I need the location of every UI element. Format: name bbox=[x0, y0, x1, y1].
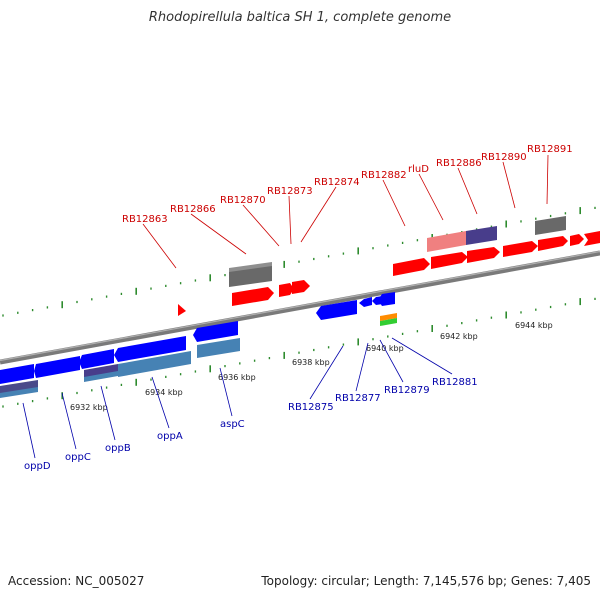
ruler-top bbox=[2, 206, 596, 317]
gene-rluD-arrow[interactable] bbox=[467, 247, 500, 263]
gene-RB12874-arrow[interactable] bbox=[393, 258, 430, 276]
top-labels: RB12863 RB12866 RB12870 RB12873 RB12874 … bbox=[122, 144, 573, 269]
gene-RB12881-arrow[interactable] bbox=[378, 292, 395, 306]
gene-label-RB12886[interactable]: RB12886 bbox=[436, 158, 482, 169]
gene-oppC-arrow[interactable] bbox=[34, 356, 80, 378]
gene-label-RB12866[interactable]: RB12866 bbox=[170, 204, 216, 215]
forward-features bbox=[229, 216, 566, 287]
gene-label-RB12890[interactable]: RB12890 bbox=[481, 152, 527, 163]
gene-label-RB12882[interactable]: RB12882 bbox=[361, 170, 407, 181]
gene-label-RB12873[interactable]: RB12873 bbox=[267, 186, 313, 197]
gene-label-oppD[interactable]: oppD bbox=[24, 461, 51, 472]
gene-label-oppC[interactable]: oppC bbox=[65, 452, 91, 463]
gene-label-RB12877[interactable]: RB12877 bbox=[335, 393, 381, 404]
gene-aspC-arrow[interactable] bbox=[193, 321, 238, 342]
forward-genes bbox=[178, 231, 600, 316]
gene-label-RB12879[interactable]: RB12879 bbox=[384, 385, 430, 396]
gene-oppA-arrow[interactable] bbox=[114, 336, 186, 362]
gene-oppB-arrow[interactable] bbox=[79, 349, 114, 369]
gene-RB12873-arrow[interactable] bbox=[292, 280, 310, 294]
gene-RB12890-arrow[interactable] bbox=[538, 236, 568, 251]
reverse-features bbox=[0, 313, 397, 398]
genome-summary-text: Topology: circular; Length: 7,145,576 bp… bbox=[261, 574, 591, 588]
kbp-label: 6938 kbp bbox=[292, 358, 330, 367]
gene-label-RB12891[interactable]: RB12891 bbox=[527, 144, 573, 155]
gene-label-oppA[interactable]: oppA bbox=[157, 431, 183, 442]
gene-RB12882-arrow[interactable] bbox=[431, 252, 468, 269]
gene-label-RB12863[interactable]: RB12863 bbox=[122, 214, 168, 225]
bottom-labels: oppD oppC oppB oppA aspC RB12875 RB12877… bbox=[22, 337, 478, 472]
gene-RB12875-arrow[interactable] bbox=[316, 300, 357, 320]
kbp-label: 6944 kbp bbox=[515, 321, 553, 330]
genome-backbone bbox=[0, 250, 600, 365]
map-title: Rhodopirellula baltica SH 1, complete ge… bbox=[148, 10, 452, 25]
gene-RB12877-arrow[interactable] bbox=[359, 297, 372, 307]
gene-label-RB12874[interactable]: RB12874 bbox=[314, 177, 360, 188]
kbp-label: 6934 kbp bbox=[145, 388, 183, 397]
accession-text: Accession: NC_005027 bbox=[8, 574, 145, 588]
gene-RB12886-arrow[interactable] bbox=[503, 241, 538, 257]
gene-RB12891-arrow[interactable] bbox=[570, 234, 584, 246]
gene-label-RB12881[interactable]: RB12881 bbox=[432, 377, 478, 388]
gene-RB12870-arrow[interactable] bbox=[279, 283, 294, 297]
gene-label-aspC[interactable]: aspC bbox=[220, 419, 245, 430]
gene-label-oppB[interactable]: oppB bbox=[105, 443, 131, 454]
kbp-label: 6932 kbp bbox=[70, 403, 108, 412]
kbp-label: 6942 kbp bbox=[440, 332, 478, 341]
kbp-label: 6936 kbp bbox=[218, 373, 256, 382]
gene-label-RB12875[interactable]: RB12875 bbox=[288, 402, 334, 413]
ruler-bottom bbox=[2, 297, 596, 408]
gene-RB12863-arrow[interactable] bbox=[178, 304, 186, 316]
gene-label-RB12870[interactable]: RB12870 bbox=[220, 195, 266, 206]
gene-label-rluD[interactable]: rluD bbox=[408, 164, 429, 175]
reverse-genes bbox=[0, 292, 395, 384]
gene-oppD-arrow[interactable] bbox=[0, 364, 34, 384]
gene-RB12866-arrow[interactable] bbox=[232, 287, 274, 306]
